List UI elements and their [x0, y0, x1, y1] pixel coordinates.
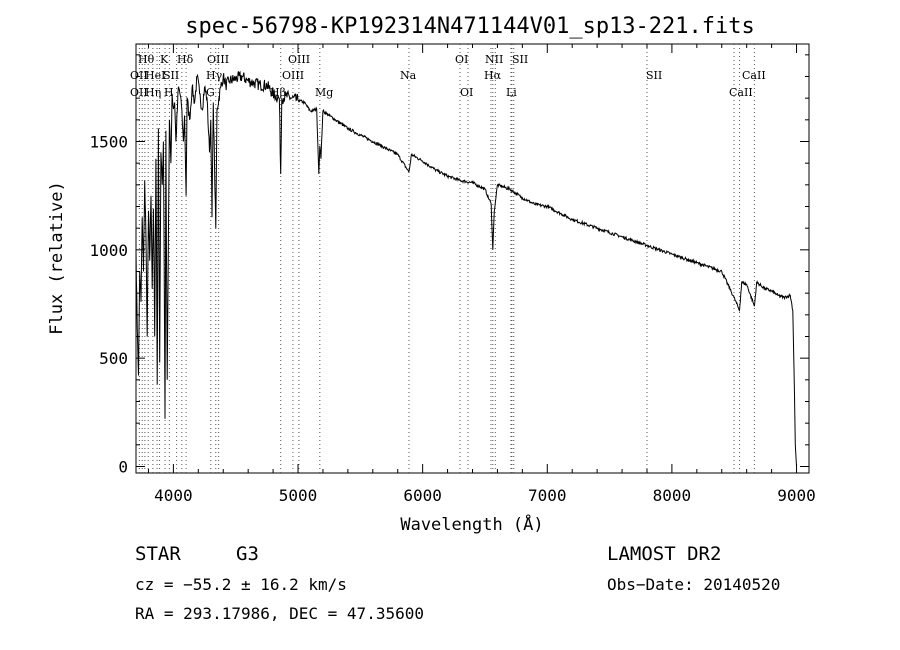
y-tick-label: 0 — [118, 458, 128, 477]
obs-date-label: Obs−Date: 20140520 — [607, 575, 780, 594]
x-tick-label: 4000 — [154, 486, 193, 505]
x-axis-label: Wavelength (Å) — [400, 513, 543, 535]
x-tick-label: 6000 — [403, 486, 442, 505]
spectral-line-label: HeI — [145, 69, 165, 82]
spectral-line-label: Hθ — [138, 53, 155, 66]
y-axis-label: Flux (relative) — [47, 181, 67, 335]
spectral-line-label: SII — [163, 69, 179, 82]
spectral-line-label: NII — [485, 53, 503, 66]
class-label: STAR — [135, 543, 181, 565]
spectral-line-label: OII — [130, 69, 148, 82]
spectral-line-label: Li — [506, 86, 517, 99]
spectral-line-label: OI — [460, 86, 473, 99]
redshift-label: cz = −55.2 ± 16.2 km/s — [135, 575, 347, 594]
y-tick-label: 1000 — [89, 241, 128, 260]
spectral-line-label: SII — [512, 53, 528, 66]
y-tick-label: 1500 — [89, 133, 128, 152]
spectral-line-label: Hη — [145, 86, 161, 99]
spectral-line-label: OI — [455, 53, 468, 66]
y-axis: 0 500 1000 1500 — [89, 54, 809, 477]
spectral-line-label: CaII — [742, 69, 766, 82]
spectral-line-label: SII — [646, 69, 662, 82]
x-tick-label: 9000 — [777, 486, 816, 505]
survey-label: LAMOST DR2 — [607, 543, 721, 565]
spectrum-line — [135, 70, 797, 467]
x-tick-label: 5000 — [279, 486, 318, 505]
spectral-line-label: OIII — [207, 53, 229, 66]
line-marker-group — [138, 44, 755, 473]
spectral-line-label: Hγ — [206, 69, 223, 82]
spectral-line-label: G — [206, 86, 215, 99]
x-tick-label: 7000 — [528, 486, 567, 505]
radec-label: RA = 293.17986, DEC = 47.35600 — [135, 604, 424, 623]
x-tick-label: 8000 — [653, 486, 692, 505]
y-tick-label: 500 — [99, 349, 128, 368]
spectral-line-label: OIII — [282, 69, 304, 82]
spectral-line-label: Na — [400, 69, 417, 82]
x-axis: 4000 5000 6000 7000 8000 9000 — [147, 44, 816, 505]
subclass-label: G3 — [236, 543, 259, 565]
chart-title: spec-56798-KP192314N471144V01_sp13-221.f… — [185, 14, 755, 39]
spectral-line-label: Mg — [315, 86, 333, 99]
spectral-line-label: Hα — [484, 69, 502, 82]
spectral-line-label: H — [164, 86, 174, 99]
spectral-line-label: K — [160, 53, 169, 66]
spectral-line-label: OII — [130, 86, 148, 99]
spectral-line-label: Hδ — [177, 53, 194, 66]
spectral-line-label: OIII — [288, 53, 310, 66]
spectral-line-label: CaII — [729, 86, 753, 99]
plot-frame — [135, 43, 810, 474]
